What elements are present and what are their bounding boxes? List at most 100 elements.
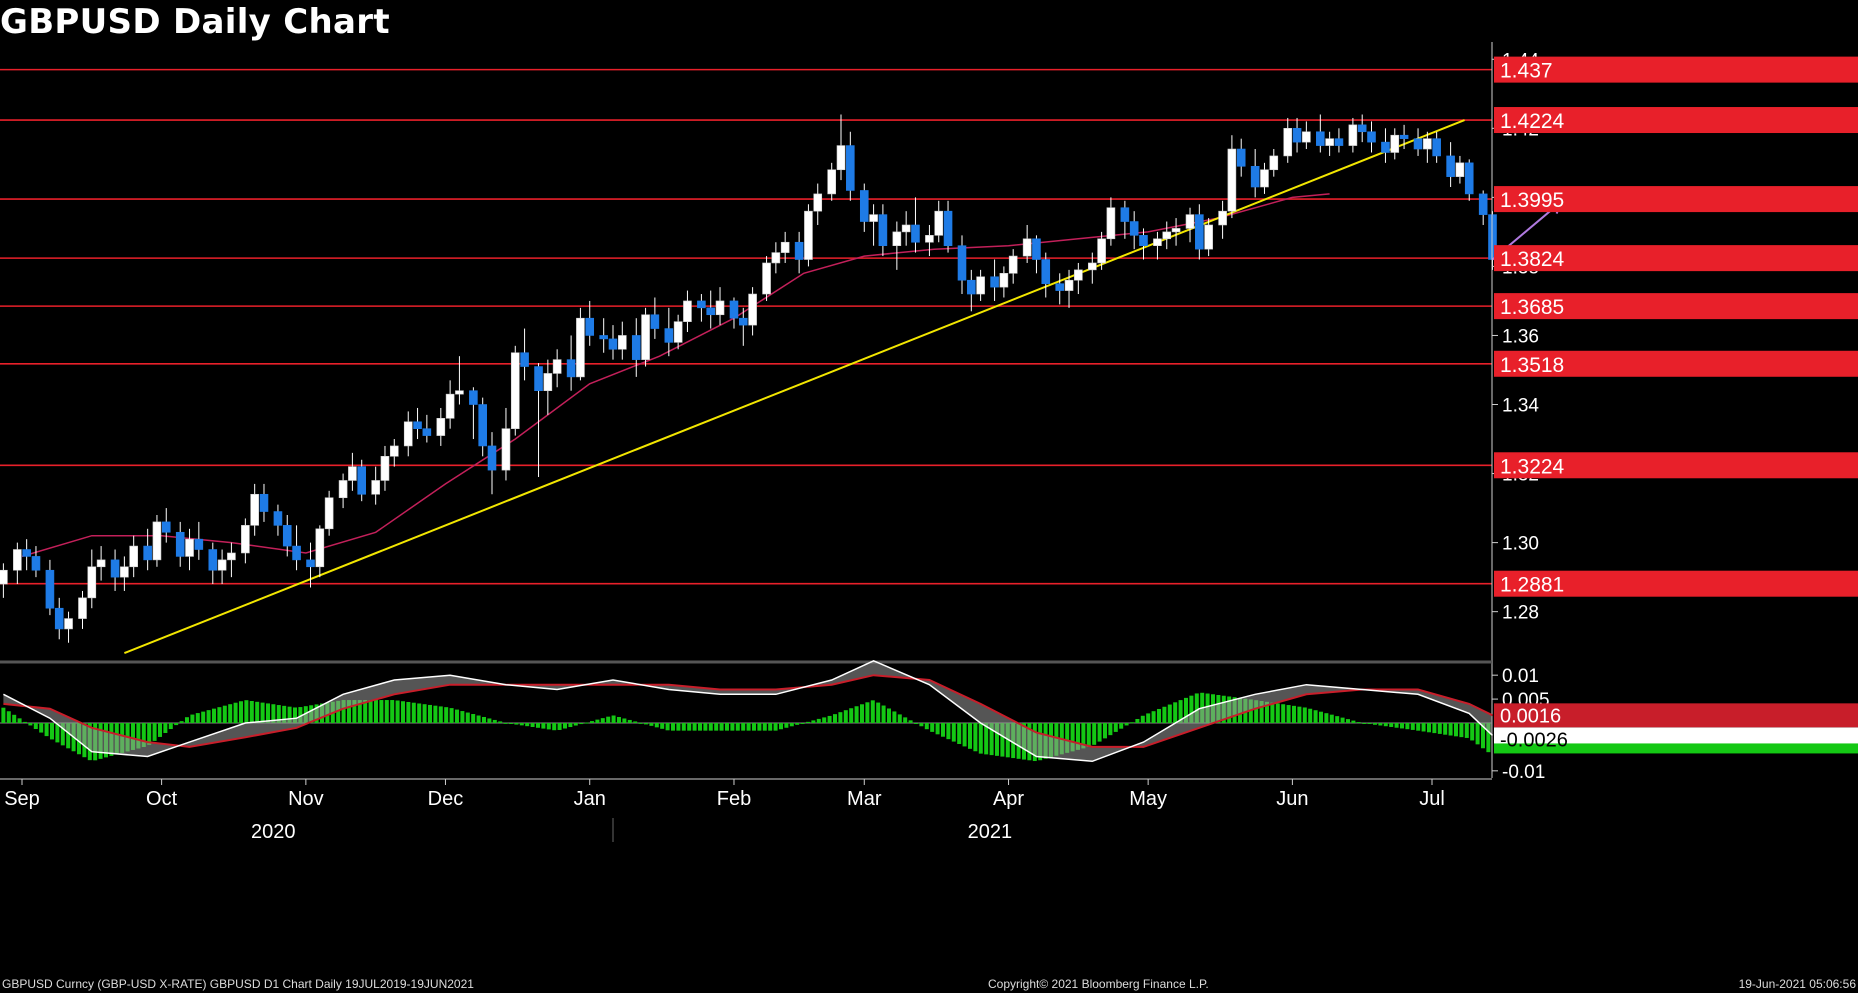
macd-histogram-bar (741, 723, 746, 731)
macd-histogram-bar (1399, 723, 1404, 729)
trendline-group (124, 119, 1465, 655)
candle-body (478, 404, 487, 447)
candle-body (1139, 235, 1148, 246)
macd-histogram-bar (778, 723, 783, 730)
candle-body (697, 300, 706, 309)
candle-body (0, 569, 8, 585)
macd-histogram-bar (681, 723, 686, 731)
macd-histogram-bar (638, 722, 643, 724)
candle-body (748, 293, 757, 326)
macd-histogram-bar (967, 723, 972, 749)
month-label: Nov (288, 788, 324, 810)
macd-histogram-bar (211, 708, 216, 723)
macd-histogram-bar (730, 723, 735, 731)
macd-histogram-bar (946, 723, 951, 740)
candle-body (161, 521, 171, 533)
macd-histogram-bar (454, 709, 459, 723)
macd-histogram-bar (676, 723, 681, 731)
macd-histogram-bar (660, 723, 665, 729)
macd-histogram-bar (411, 702, 416, 723)
candle-body (1153, 238, 1162, 246)
macd-histogram-bar (1416, 723, 1421, 731)
macd-histogram-bar (838, 712, 843, 723)
macd-histogram-bar (1119, 723, 1124, 729)
moving-average-group (21, 193, 1330, 558)
macd-histogram-bar (1189, 695, 1194, 723)
candle-body (901, 224, 911, 233)
level-label: 1.3995 (1500, 189, 1564, 212)
candle-body (422, 428, 432, 436)
candle-body (617, 335, 627, 350)
macd-histogram-bar (17, 718, 22, 723)
macd-histogram-bar (1389, 723, 1394, 727)
candle-body (608, 338, 618, 350)
macd-histogram-bar (147, 723, 152, 745)
macd-histogram-bar (600, 718, 605, 723)
macd-histogram-bar (687, 723, 692, 731)
candle-body (892, 231, 902, 246)
macd-histogram-bar (881, 705, 886, 723)
candle-body (1227, 148, 1237, 212)
macd-histogram-bar (152, 723, 157, 741)
candle-body (259, 493, 269, 512)
macd-histogram-bar (1351, 720, 1356, 723)
macd-histogram-bar (1151, 711, 1156, 723)
macd-histogram-bar (616, 716, 621, 723)
macd-histogram-bar (271, 704, 276, 723)
macd-histogram-bar (865, 702, 870, 723)
candle-body (1260, 169, 1269, 188)
macd-histogram-bar (994, 723, 999, 756)
macd-histogram-bar (465, 712, 470, 723)
candle-body (78, 597, 87, 619)
candle-body (1464, 162, 1474, 195)
level-label-box (1494, 56, 1858, 83)
macd-histogram-bar (724, 723, 729, 731)
macd-line (3, 659, 1494, 763)
candle-body (1399, 134, 1409, 139)
macd-histogram-bar (206, 710, 211, 723)
candle-body (413, 421, 422, 429)
macd-histogram-bar (930, 723, 935, 732)
candle-body (1185, 214, 1195, 229)
macd-histogram-bar (1178, 700, 1183, 723)
candle-body (836, 145, 846, 171)
macd-histogram-bar (222, 705, 227, 723)
candle-body (552, 359, 562, 374)
candle-body (520, 352, 529, 367)
macd-histogram-bar (568, 723, 573, 728)
macd-histogram-bar (481, 716, 486, 723)
macd-histogram-bar (168, 723, 173, 730)
footer-copyright: Copyright© 2021 Bloomberg Finance L.P. (988, 977, 1209, 991)
level-label: 1.437 (1500, 60, 1553, 83)
candle-body (859, 190, 869, 222)
candle-body (1074, 269, 1083, 281)
macd-histogram-bar (1070, 723, 1075, 752)
macd-histogram-bar (368, 700, 373, 723)
candle-body (54, 607, 64, 630)
macd-histogram-bar (1426, 723, 1431, 733)
level-label: 1.3685 (1500, 296, 1564, 319)
candle-body (403, 421, 413, 447)
level-label: 1.3224 (1500, 455, 1565, 478)
macd-histogram-bar (643, 723, 648, 725)
macd-histogram-bar (1081, 723, 1086, 749)
macd-histogram-bar (449, 708, 454, 723)
candle-body (943, 210, 953, 246)
macd-histogram-bar (12, 714, 17, 723)
macd-histogram-bar (49, 723, 54, 740)
candle-body (673, 321, 683, 343)
candle-body (31, 556, 41, 571)
macd-histogram-bar (60, 723, 65, 746)
macd-histogram-bar (573, 723, 578, 726)
candle-body (357, 466, 367, 495)
macd-histogram-bar (1275, 703, 1280, 723)
macd-histogram-bar (1270, 702, 1275, 723)
macd-histogram-bar (373, 700, 378, 723)
candle-body (217, 559, 227, 571)
macd-histogram-bar (55, 723, 60, 743)
level-label-box (1494, 293, 1858, 320)
macd-histogram-bar (508, 723, 513, 724)
macd-histogram-bar (487, 718, 492, 723)
macd-histogram-bar (433, 705, 438, 723)
candle-body (967, 279, 976, 295)
